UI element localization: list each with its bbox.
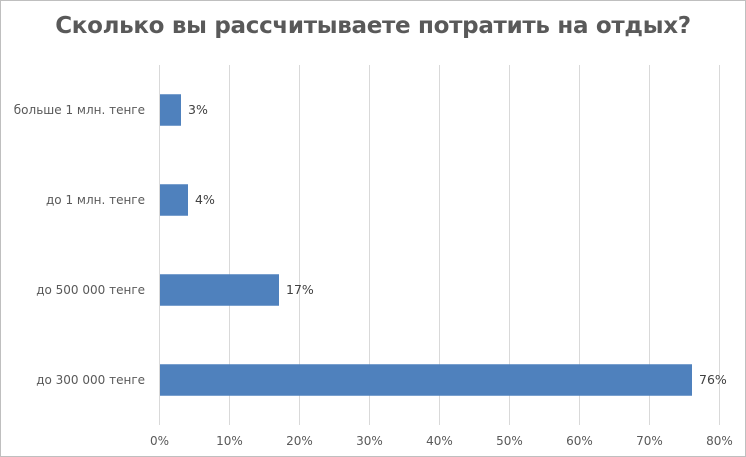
x-tick-label: 60% (566, 434, 593, 448)
x-tick-label: 10% (216, 434, 243, 448)
x-tick-label: 20% (286, 434, 313, 448)
x-tick-label: 70% (636, 434, 663, 448)
x-tick-label: 50% (496, 434, 523, 448)
data-label: 76% (699, 372, 727, 387)
data-label: 17% (286, 282, 314, 297)
bar (160, 364, 692, 396)
data-label: 3% (188, 102, 208, 117)
x-tick-label: 80% (706, 434, 733, 448)
bar (160, 184, 188, 216)
bar (160, 94, 181, 126)
category-label: до 300 000 тенге (36, 373, 145, 387)
data-label: 4% (195, 192, 215, 207)
chart-title: Сколько вы рассчитываете потратить на от… (55, 13, 691, 39)
category-label: до 1 млн. тенге (46, 193, 145, 207)
x-tick-label: 30% (356, 434, 383, 448)
category-label: больше 1 млн. тенге (14, 103, 145, 117)
x-tick-label: 40% (426, 434, 453, 448)
category-label: до 500 000 тенге (36, 283, 145, 297)
bar (160, 274, 279, 306)
label-layer: 0% 10% 20% 30% 40% 50% 60% 70% 80% больше 1 млн. … (14, 102, 733, 448)
bar-layer (160, 94, 692, 396)
x-tick-label: 0% (150, 434, 169, 448)
